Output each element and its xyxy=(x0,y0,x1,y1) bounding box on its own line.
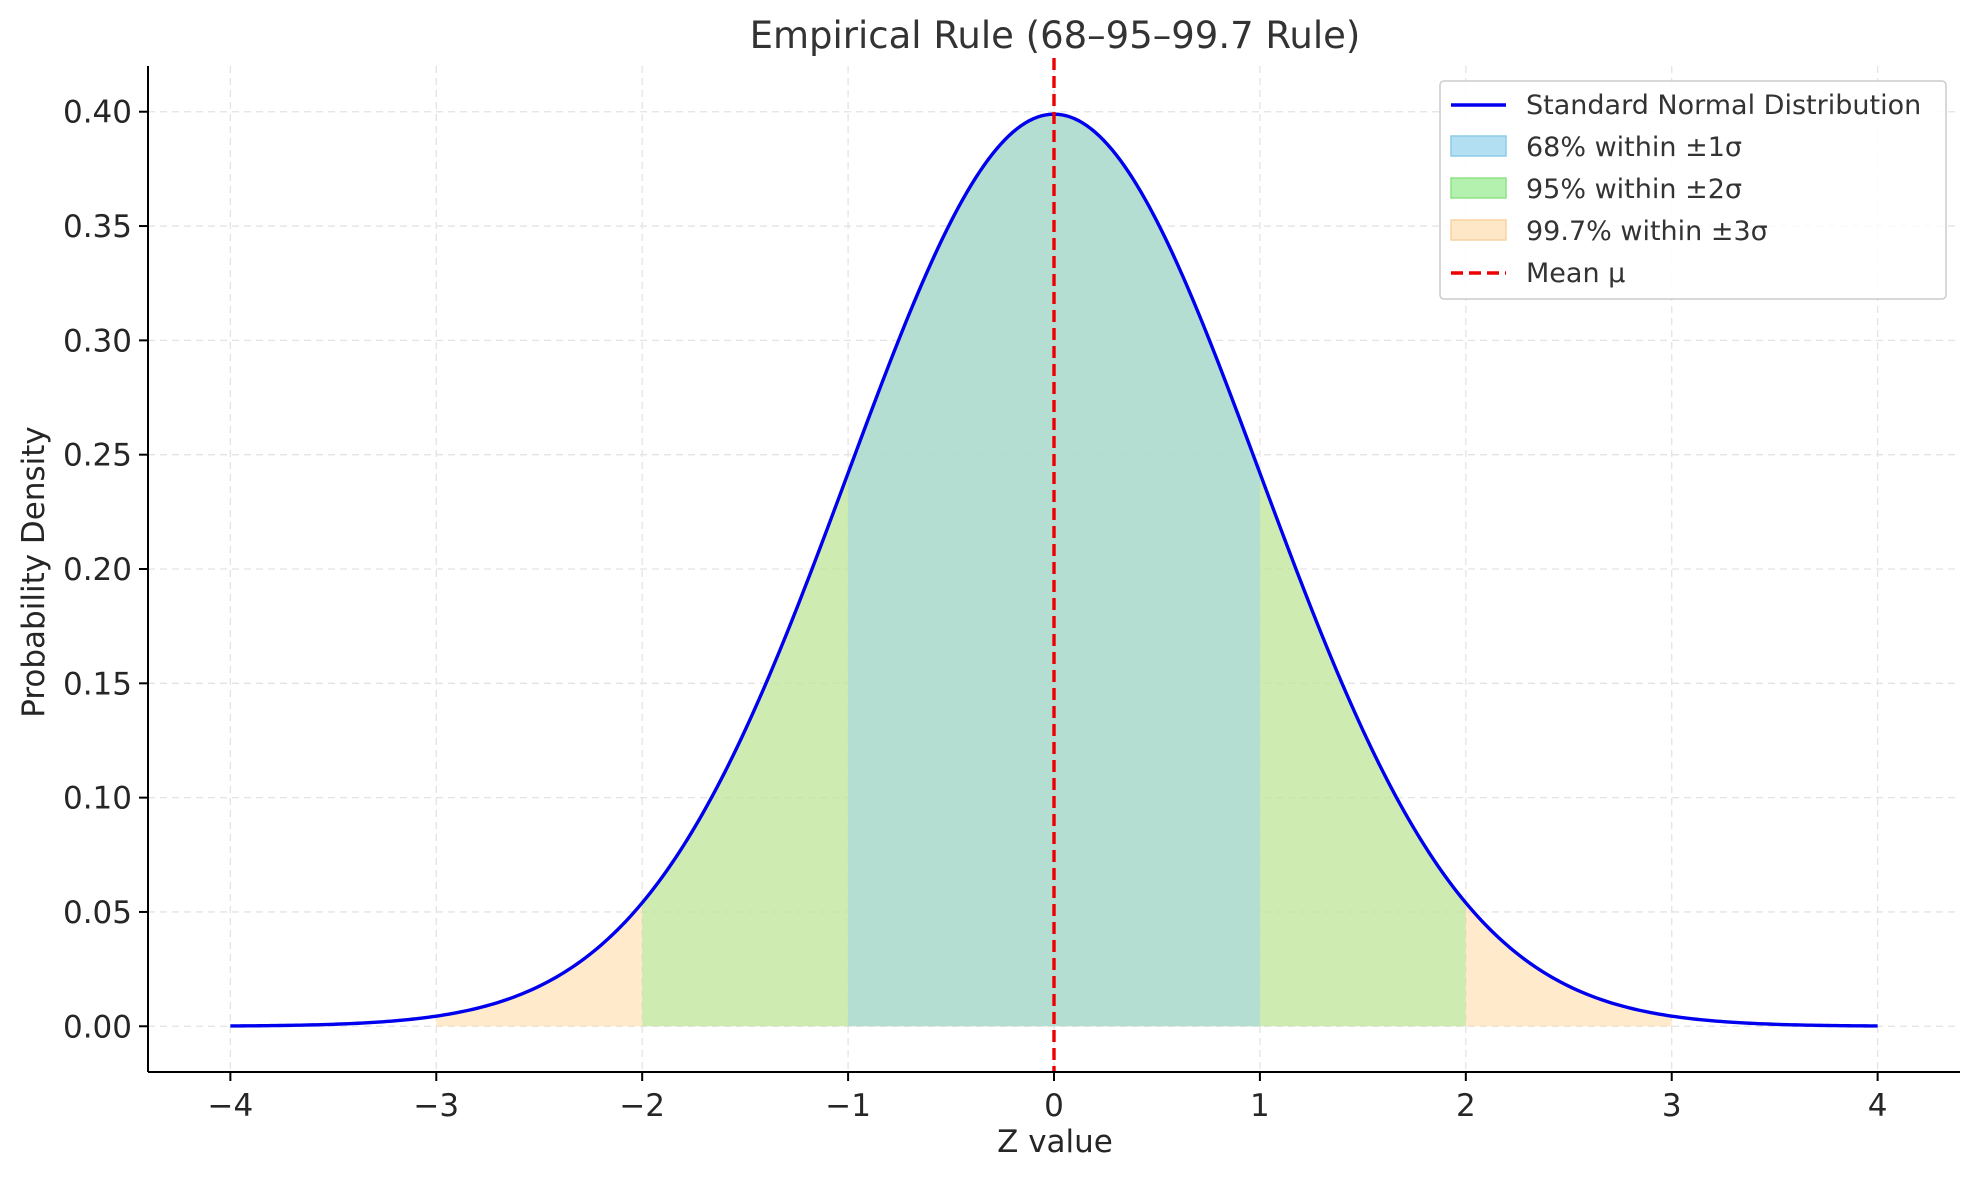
y-tick-label: 0.25 xyxy=(63,438,132,474)
y-tick-label: 0.30 xyxy=(63,323,132,359)
x-tick-label: 3 xyxy=(1662,1088,1682,1124)
x-tick-label: 4 xyxy=(1868,1088,1888,1124)
y-tick-label: 0.05 xyxy=(63,895,132,931)
x-tick-label: 2 xyxy=(1456,1088,1476,1124)
x-tick-label: −2 xyxy=(619,1088,665,1124)
x-tick-label: −4 xyxy=(208,1088,254,1124)
x-axis-label: Z value xyxy=(997,1124,1113,1160)
legend-label: Standard Normal Distribution xyxy=(1526,90,1921,121)
y-tick-label: 0.15 xyxy=(63,666,132,702)
legend-label: 68% within ±1σ xyxy=(1526,132,1742,163)
legend-box xyxy=(1439,80,1947,300)
ticks: −4 −3 −2 −1 0 1 2 3 4 0.00 0.05 0.10 0.15 0.20 0.25 0.3… xyxy=(63,95,1888,1124)
legend-patch-swatch xyxy=(1450,135,1507,157)
y-axis-label: Probability Density xyxy=(16,426,52,718)
legend: Standard Normal Distribution 68% within ±… xyxy=(1439,80,1947,300)
y-tick-label: 0.40 xyxy=(63,95,132,131)
legend-label: 95% within ±2σ xyxy=(1526,174,1742,205)
legend-label: Mean μ xyxy=(1526,258,1625,289)
x-tick-label: 0 xyxy=(1044,1088,1064,1124)
x-tick-label: −1 xyxy=(825,1088,871,1124)
x-tick-label: −3 xyxy=(413,1088,459,1124)
y-tick-label: 0.35 xyxy=(63,209,132,245)
legend-patch-swatch xyxy=(1450,219,1507,241)
legend-patch-swatch xyxy=(1450,177,1507,199)
y-tick-label: 0.20 xyxy=(63,552,132,588)
x-tick-label: 1 xyxy=(1250,1088,1270,1124)
y-tick-label: 0.10 xyxy=(63,781,132,817)
curve-layer xyxy=(230,58,1878,1072)
legend-label: 99.7% within ±3σ xyxy=(1526,216,1768,247)
y-tick-label: 0.00 xyxy=(63,1009,132,1045)
chart-title: Empirical Rule (68–95–99.7 Rule) xyxy=(750,14,1361,57)
